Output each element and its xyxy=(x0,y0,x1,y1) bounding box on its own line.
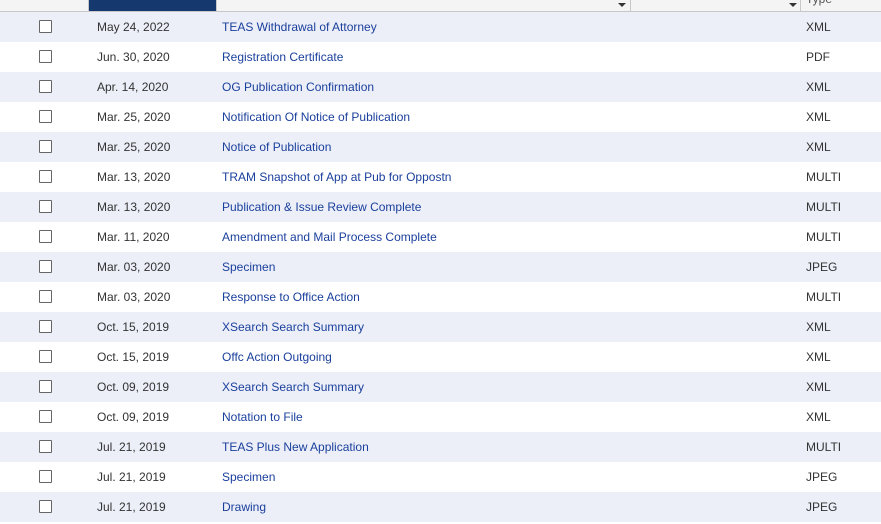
date-cell: Oct. 09, 2019 xyxy=(97,380,170,394)
table-row: Oct. 09, 2019 XSearch Search Summary XML xyxy=(0,372,881,402)
table-row: Oct. 15, 2019 XSearch Search Summary XML xyxy=(0,312,881,342)
checkbox[interactable] xyxy=(39,20,52,33)
type-cell: MULTI xyxy=(806,230,842,244)
checkbox[interactable] xyxy=(39,470,52,483)
table-row: Mar. 11, 2020 Amendment and Mail Process … xyxy=(0,222,881,252)
column-title[interactable]: Type xyxy=(806,0,832,6)
date-cell: Oct. 15, 2019 xyxy=(97,350,170,364)
checkbox[interactable] xyxy=(39,440,52,453)
type-cell: XML xyxy=(806,80,831,94)
table-row: Mar. 03, 2020 Specimen JPEG xyxy=(0,252,881,282)
table-row: Jul. 21, 2019 TEAS Plus New Application MU… xyxy=(0,432,881,462)
date-cell: Oct. 15, 2019 xyxy=(97,320,170,334)
checkbox[interactable] xyxy=(39,500,52,513)
document-link[interactable]: XSearch Search Summary xyxy=(222,380,365,394)
document-link[interactable]: TEAS Plus New Application xyxy=(222,440,369,454)
checkbox[interactable] xyxy=(39,200,52,213)
checkbox[interactable] xyxy=(39,380,52,393)
type-cell: XML xyxy=(806,20,831,34)
type-cell: PDF xyxy=(806,50,830,64)
type-cell: MULTI xyxy=(806,290,842,304)
type-cell: JPEG xyxy=(806,260,838,274)
table-row: Apr. 14, 2020 OG Publication Confirmation… xyxy=(0,72,881,102)
table-row: Oct. 09, 2019 Notation to File XML xyxy=(0,402,881,432)
document-link[interactable]: Amendment and Mail Process Complete xyxy=(222,230,437,244)
column-separator xyxy=(216,0,217,11)
checkbox[interactable] xyxy=(39,50,52,63)
type-cell: XML xyxy=(806,140,831,154)
date-cell: Mar. 03, 2020 xyxy=(97,290,171,304)
date-cell: May 24, 2022 xyxy=(97,20,170,34)
document-link[interactable]: Offc Action Outgoing xyxy=(222,350,332,364)
table-row: Jul. 21, 2019 Specimen JPEG xyxy=(0,462,881,492)
document-link[interactable]: Registration Certificate xyxy=(222,50,344,64)
column-separator xyxy=(800,0,801,11)
table-row: Jul. 21, 2019 Drawing JPEG xyxy=(0,492,881,522)
type-cell: XML xyxy=(806,410,831,424)
date-cell: Apr. 14, 2020 xyxy=(97,80,169,94)
date-cell: Mar. 03, 2020 xyxy=(97,260,171,274)
document-link[interactable]: Drawing xyxy=(222,500,267,514)
date-cell: Mar. 25, 2020 xyxy=(97,140,171,154)
table-row: Mar. 13, 2020 TRAM Snapshot of App at Pub… xyxy=(0,162,881,192)
table-row: Jun. 30, 2020 Registration Certificate PDF xyxy=(0,42,881,72)
type-cell: XML xyxy=(806,110,831,124)
document-link[interactable]: Notation to File xyxy=(222,410,303,424)
table-row: May 24, 2022 TEAS Withdrawal of Attorney X… xyxy=(0,12,881,42)
checkbox[interactable] xyxy=(39,290,52,303)
checkbox[interactable] xyxy=(39,110,52,123)
document-link[interactable]: Specimen xyxy=(222,470,276,484)
type-cell: JPEG xyxy=(806,500,838,514)
type-cell: JPEG xyxy=(806,470,838,484)
date-cell: Mar. 13, 2020 xyxy=(97,170,171,184)
table-header: Type xyxy=(0,0,881,12)
checkbox[interactable] xyxy=(39,140,52,153)
date-cell: Jul. 21, 2019 xyxy=(97,440,166,454)
type-cell: XML xyxy=(806,320,831,334)
table-row: Mar. 03, 2020 Response to Office Action MU… xyxy=(0,282,881,312)
checkbox[interactable] xyxy=(39,320,52,333)
document-link[interactable]: Notification Of Notice of Publication xyxy=(222,110,411,124)
date-cell: Jun. 30, 2020 xyxy=(97,50,170,64)
column-separator xyxy=(630,0,631,11)
type-cell: MULTI xyxy=(806,440,842,454)
date-cell: Mar. 11, 2020 xyxy=(97,230,170,244)
table-row: Oct. 15, 2019 Offc Action Outgoing XML xyxy=(0,342,881,372)
document-link[interactable]: Specimen xyxy=(222,260,276,274)
date-cell: Jul. 21, 2019 xyxy=(97,500,166,514)
document-link[interactable]: TRAM Snapshot of App at Pub for Oppostn xyxy=(222,170,452,184)
document-link[interactable]: Response to Office Action xyxy=(222,290,360,304)
checkbox[interactable] xyxy=(39,80,52,93)
document-link[interactable]: Notice of Publication xyxy=(222,140,332,154)
dropdown-arrow[interactable] xyxy=(618,3,626,7)
checkbox[interactable] xyxy=(39,260,52,273)
dropdown-arrow[interactable] xyxy=(789,3,797,7)
table-row: Mar. 13, 2020 Publication & Issue Review … xyxy=(0,192,881,222)
column-separator xyxy=(88,0,89,11)
document-link[interactable]: TEAS Withdrawal of Attorney xyxy=(222,20,377,34)
checkbox[interactable] xyxy=(39,410,52,423)
checkbox[interactable] xyxy=(39,350,52,363)
date-cell: Mar. 13, 2020 xyxy=(97,200,171,214)
table-row: Mar. 25, 2020 Notice of Publication XML xyxy=(0,132,881,162)
sorted-column-header[interactable] xyxy=(88,0,216,11)
date-cell: Oct. 09, 2019 xyxy=(97,410,170,424)
document-link[interactable]: XSearch Search Summary xyxy=(222,320,365,334)
checkbox[interactable] xyxy=(39,170,52,183)
table-row: Mar. 25, 2020 Notification Of Notice of P… xyxy=(0,102,881,132)
type-cell: XML xyxy=(806,380,831,394)
date-cell: Jul. 21, 2019 xyxy=(97,470,166,484)
table-body: May 24, 2022 TEAS Withdrawal of Attorney X… xyxy=(0,12,881,522)
checkbox[interactable] xyxy=(39,230,52,243)
date-cell: Mar. 25, 2020 xyxy=(97,110,171,124)
document-link[interactable]: Publication & Issue Review Complete xyxy=(222,200,422,214)
type-cell: MULTI xyxy=(806,200,842,214)
type-cell: MULTI xyxy=(806,170,842,184)
type-cell: XML xyxy=(806,350,831,364)
document-link[interactable]: OG Publication Confirmation xyxy=(222,80,375,94)
